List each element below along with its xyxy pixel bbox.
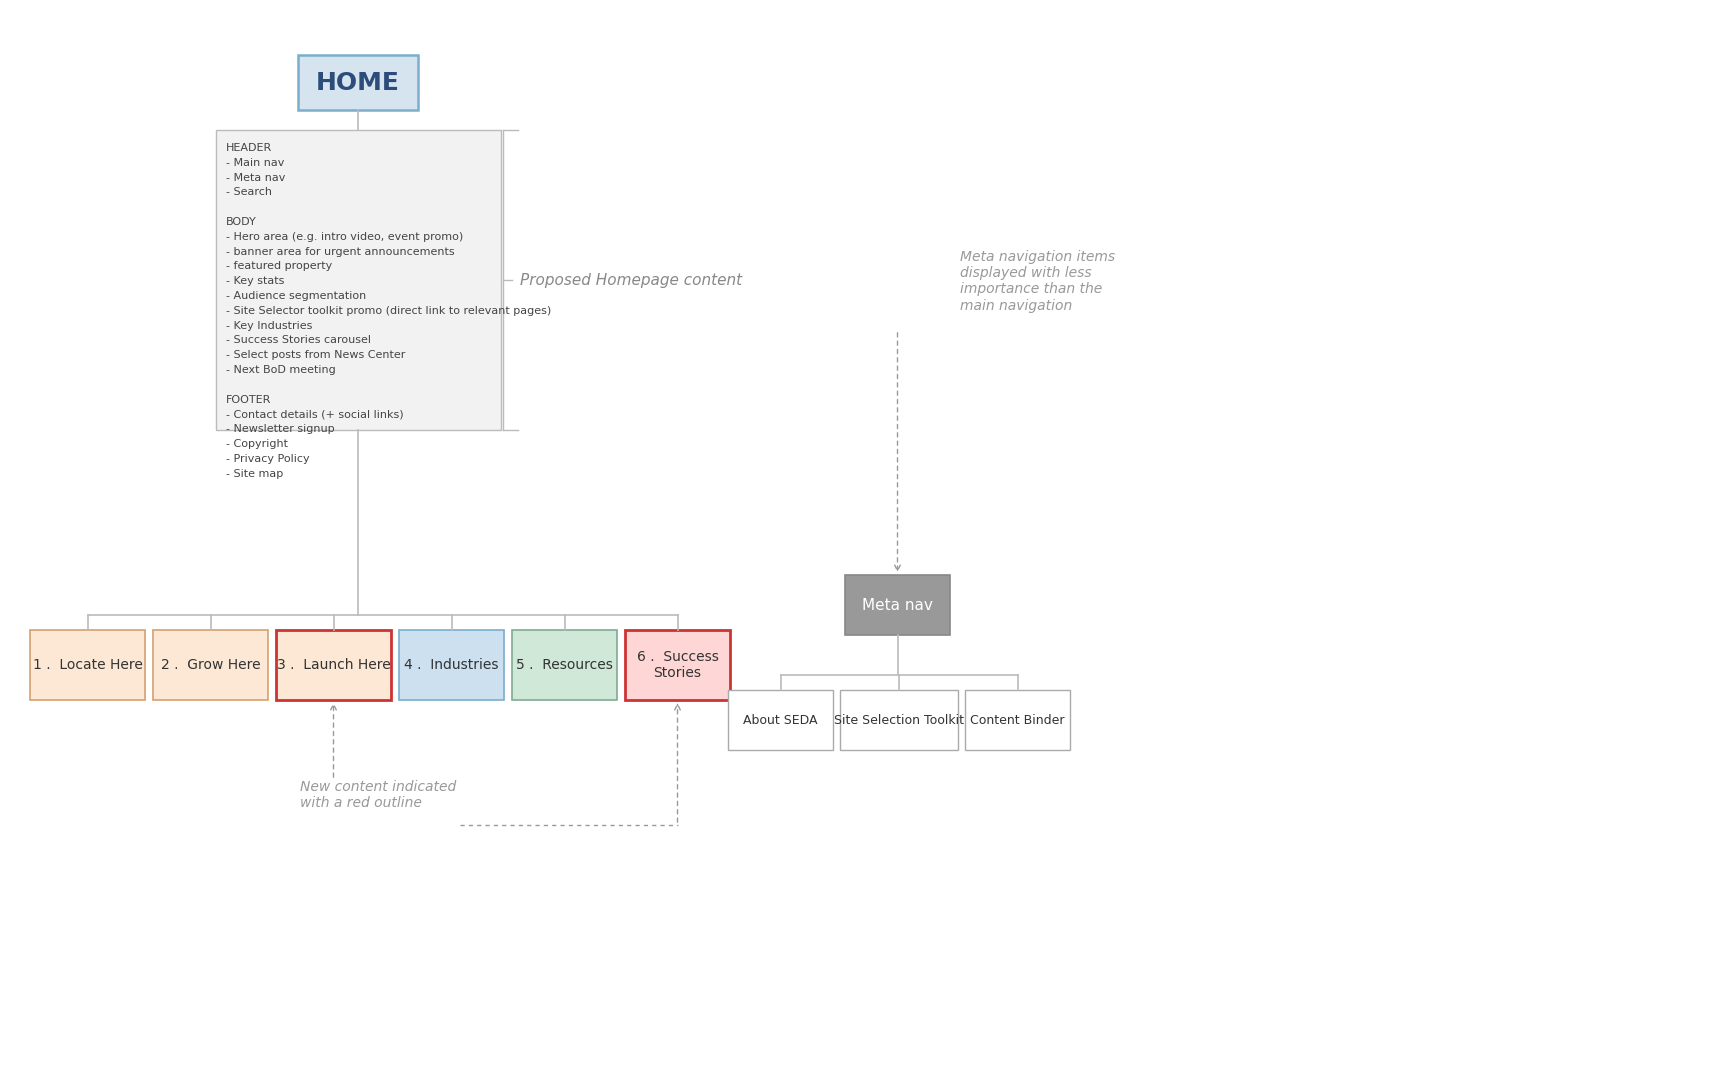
FancyBboxPatch shape bbox=[965, 690, 1070, 750]
Text: 4 .  Industries: 4 . Industries bbox=[405, 658, 498, 672]
Text: HEADER
- Main nav
- Meta nav
- Search

BODY
- Hero area (e.g. intro video, event: HEADER - Main nav - Meta nav - Search BO… bbox=[226, 143, 551, 478]
Text: Meta nav: Meta nav bbox=[862, 597, 932, 612]
Text: Content Binder: Content Binder bbox=[970, 714, 1065, 727]
Text: New content indicated
with a red outline: New content indicated with a red outline bbox=[300, 780, 457, 810]
FancyBboxPatch shape bbox=[276, 630, 391, 700]
FancyBboxPatch shape bbox=[298, 55, 419, 110]
Text: 3 .  Launch Here: 3 . Launch Here bbox=[277, 658, 391, 672]
Text: Meta navigation items
displayed with less
importance than the
main navigation: Meta navigation items displayed with les… bbox=[960, 249, 1115, 312]
FancyBboxPatch shape bbox=[841, 690, 958, 750]
Text: 6 .  Success
Stories: 6 . Success Stories bbox=[636, 650, 718, 680]
FancyBboxPatch shape bbox=[29, 630, 145, 700]
Text: HOME: HOME bbox=[315, 70, 400, 94]
Text: 1 .  Locate Here: 1 . Locate Here bbox=[33, 658, 143, 672]
FancyBboxPatch shape bbox=[625, 630, 731, 700]
FancyBboxPatch shape bbox=[729, 690, 832, 750]
Text: Site Selection Toolkit: Site Selection Toolkit bbox=[834, 714, 963, 727]
Text: 5 .  Resources: 5 . Resources bbox=[517, 658, 613, 672]
Text: Proposed Homepage content: Proposed Homepage content bbox=[520, 272, 743, 287]
FancyBboxPatch shape bbox=[512, 630, 617, 700]
FancyBboxPatch shape bbox=[153, 630, 269, 700]
Text: 2 .  Grow Here: 2 . Grow Here bbox=[160, 658, 260, 672]
FancyBboxPatch shape bbox=[215, 130, 501, 430]
FancyBboxPatch shape bbox=[844, 575, 949, 635]
FancyBboxPatch shape bbox=[400, 630, 505, 700]
Text: About SEDA: About SEDA bbox=[743, 714, 818, 727]
